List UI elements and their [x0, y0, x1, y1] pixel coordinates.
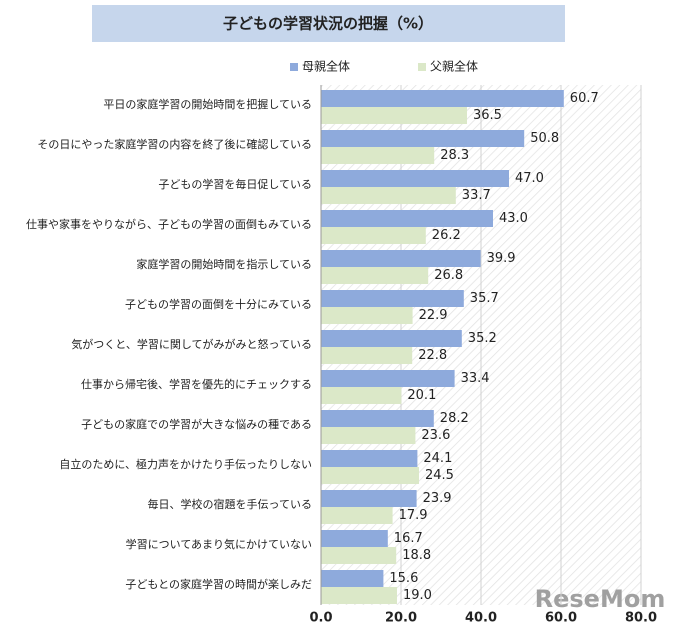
- y-tick-label: 子どもの家庭での学習が大きな悩みの種である: [81, 417, 312, 431]
- y-tick-label: 毎日、学校の宿題を手伝っている: [148, 497, 312, 511]
- bar: [321, 107, 467, 124]
- x-tick-label: 80.0: [625, 611, 657, 626]
- value-label: 23.9: [423, 491, 452, 506]
- bar: [321, 267, 429, 284]
- y-tick-label: 子どもの学習の面倒を十分にみている: [125, 297, 312, 311]
- value-label: 43.0: [499, 211, 528, 226]
- value-label: 26.2: [432, 228, 461, 243]
- bar: [321, 387, 402, 404]
- watermark: ReseMom: [535, 585, 666, 613]
- value-label: 15.6: [389, 571, 418, 586]
- bar: [321, 290, 464, 307]
- legend-label: 父親全体: [430, 59, 478, 74]
- value-label: 39.9: [487, 251, 516, 266]
- value-label: 36.5: [473, 108, 502, 123]
- bar: [321, 307, 413, 324]
- y-tick-label: 子どもの学習を毎日促している: [158, 177, 312, 191]
- value-label: 28.3: [440, 148, 469, 163]
- value-label: 20.1: [407, 388, 436, 403]
- value-label: 35.2: [468, 331, 497, 346]
- bar: [321, 490, 417, 507]
- bar: [321, 427, 416, 444]
- y-tick-label: 自立のために、極力声をかけたり手伝ったりしない: [59, 457, 312, 471]
- bar: [321, 530, 388, 547]
- bar: [321, 410, 434, 427]
- value-label: 23.6: [421, 428, 450, 443]
- value-label: 33.4: [461, 371, 490, 386]
- value-label: 18.8: [402, 548, 431, 563]
- x-tick-label: 40.0: [465, 611, 497, 626]
- title-box: [92, 5, 565, 42]
- value-label: 24.5: [425, 468, 454, 483]
- bar: [321, 227, 426, 244]
- y-tick-label: 家庭学習の開始時間を指示している: [136, 257, 312, 271]
- value-label: 17.9: [399, 508, 428, 523]
- bar: [321, 570, 384, 587]
- value-label: 60.7: [570, 91, 599, 106]
- bar: [321, 90, 564, 107]
- value-label: 22.9: [419, 308, 448, 323]
- x-tick-label: 20.0: [385, 611, 417, 626]
- value-label: 35.7: [470, 291, 499, 306]
- y-tick-label: 気がつくと、学習に関してがみがみと怒っている: [71, 337, 312, 351]
- y-tick-label: 平日の家庭学習の開始時間を把握している: [103, 97, 312, 111]
- legend-swatch: [418, 63, 426, 71]
- bar: [321, 210, 493, 227]
- y-tick-label: 仕事から帰宅後、学習を優先的にチェックする: [81, 377, 312, 391]
- bar: [321, 250, 481, 267]
- value-label: 50.8: [530, 131, 559, 146]
- y-tick-label: 仕事や家事をやりながら、子どもの学習の面倒もみている: [26, 217, 312, 231]
- value-label: 19.0: [403, 588, 432, 603]
- y-tick-label: 子どもとの家庭学習の時間が楽しみだ: [125, 577, 312, 591]
- bar: [321, 507, 393, 524]
- bar: [321, 170, 509, 187]
- value-label: 26.8: [434, 268, 463, 283]
- bar: [321, 467, 419, 484]
- bar: [321, 347, 413, 364]
- value-label: 16.7: [394, 531, 423, 546]
- x-tick-label: 0.0: [309, 611, 332, 626]
- bar: [321, 330, 462, 347]
- value-label: 24.1: [423, 451, 452, 466]
- value-label: 22.8: [418, 348, 447, 363]
- chart-title: 子どもの学習状況の把握（%）: [223, 15, 433, 33]
- bar: [321, 187, 456, 204]
- bar: [321, 130, 525, 147]
- value-label: 33.7: [462, 188, 491, 203]
- x-tick-label: 60.0: [545, 611, 577, 626]
- legend-label: 母親全体: [302, 59, 350, 74]
- bar: [321, 547, 397, 564]
- value-label: 28.2: [440, 411, 469, 426]
- value-label: 47.0: [515, 171, 544, 186]
- bar: [321, 587, 397, 604]
- bar: [321, 147, 435, 164]
- legend-swatch: [290, 63, 298, 71]
- y-tick-label: 学習についてあまり気にかけていない: [126, 537, 312, 551]
- bar: [321, 450, 418, 467]
- bar: [321, 370, 455, 387]
- y-tick-label: その日にやった家庭学習の内容を終了後に確認している: [37, 137, 312, 151]
